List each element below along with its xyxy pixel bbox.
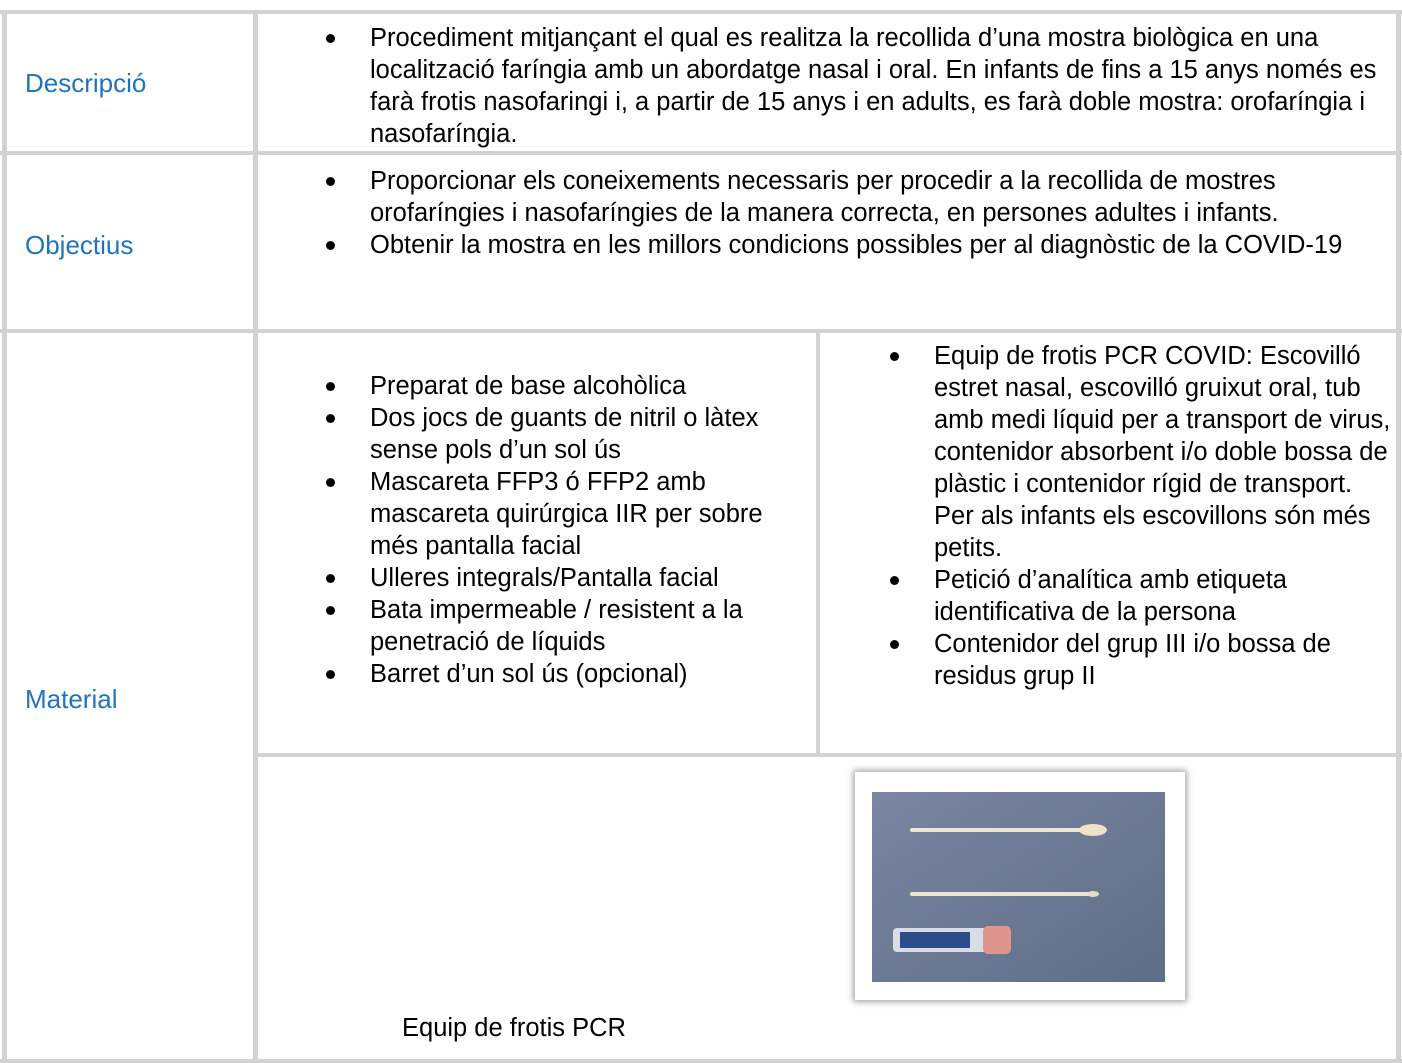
border <box>255 753 1402 757</box>
border <box>0 10 1402 14</box>
bullet-item: Barret d’un sol ús (opcional) <box>326 658 807 690</box>
bullet-item: Proporcionar els coneixements necessaris… <box>326 165 1377 229</box>
border <box>253 10 258 1063</box>
border <box>0 1059 1402 1063</box>
border <box>2 10 7 1063</box>
row-label: Descripció <box>25 68 147 98</box>
bullet-item: Bata impermeable / resistent a la penetr… <box>326 594 807 658</box>
bullet-item: Obtenir la mostra en les millors condici… <box>326 229 1377 261</box>
border <box>1396 10 1401 1063</box>
border <box>0 151 1402 155</box>
bullet-list: Proporcionar els coneixements necessaris… <box>326 165 1377 261</box>
bullet-item: Petició d’analítica amb etiqueta identif… <box>890 564 1394 628</box>
caption: Equip de frotis PCR <box>402 1014 626 1042</box>
bullet-list: Equip de frotis PCR COVID: Escovilló est… <box>890 340 1394 692</box>
photo-frame <box>855 772 1185 1000</box>
bullet-item: Dos jocs de guants de nitril o làtex sen… <box>326 402 807 466</box>
bullet-item: Ulleres integrals/Pantalla facial <box>326 562 807 594</box>
row-label: Objectius <box>25 230 134 260</box>
bullet-item: Mascareta FFP3 ó FFP2 amb mascareta quir… <box>326 466 807 562</box>
row-label: Material <box>25 684 118 714</box>
bullet-item: Procediment mitjançant el qual es realit… <box>326 22 1377 150</box>
bullet-list: Procediment mitjançant el qual es realit… <box>326 22 1377 150</box>
border <box>816 331 820 755</box>
bullet-list: Preparat de base alcohòlica Dos jocs de … <box>326 370 807 690</box>
border <box>0 329 1402 333</box>
bullet-item: Contenidor del grup III i/o bossa de res… <box>890 628 1394 692</box>
bullet-item: Equip de frotis PCR COVID: Escovilló est… <box>890 340 1394 564</box>
photo <box>872 792 1165 982</box>
bullet-item: Preparat de base alcohòlica <box>326 370 807 402</box>
